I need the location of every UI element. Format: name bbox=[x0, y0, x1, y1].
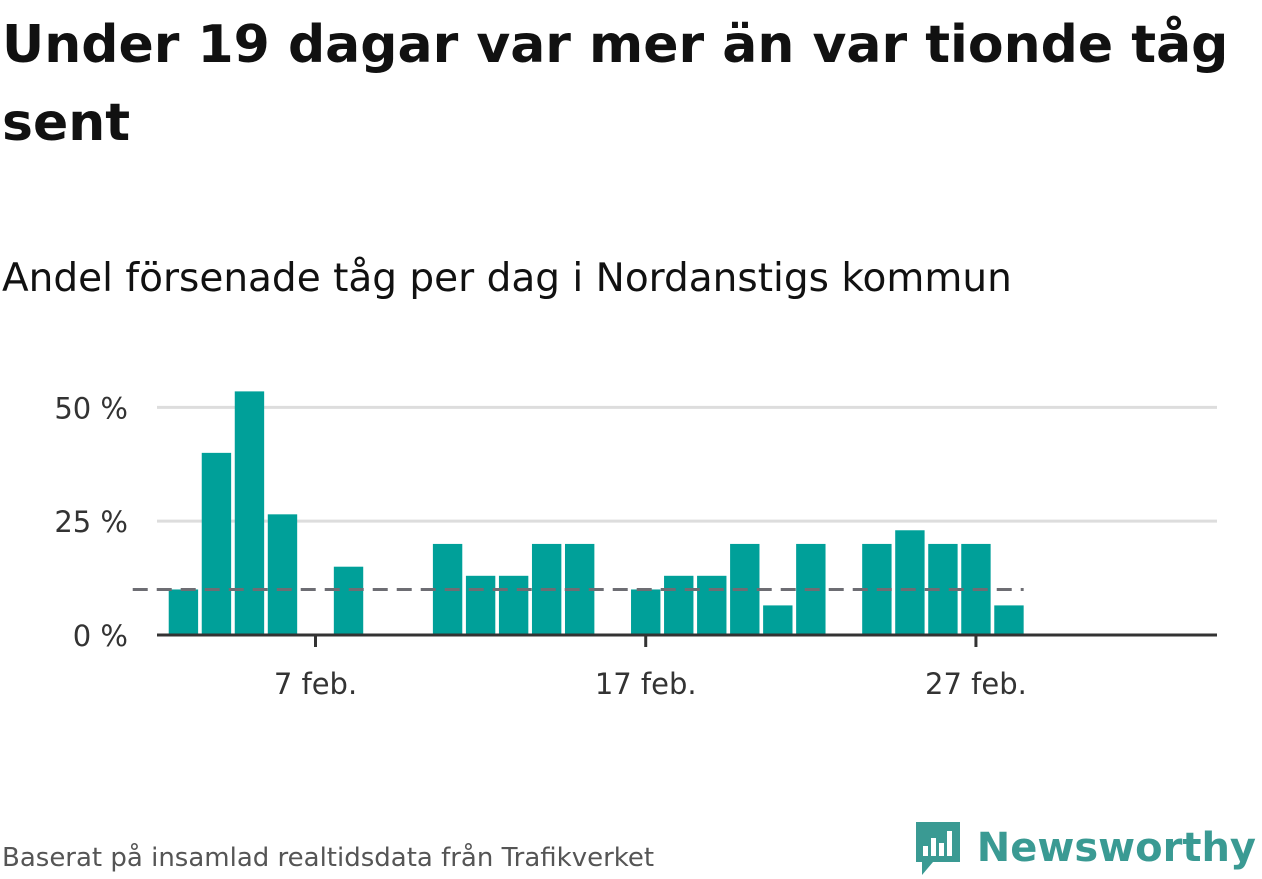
bar bbox=[267, 514, 298, 635]
bar bbox=[895, 530, 925, 635]
bar bbox=[664, 575, 694, 635]
y-tick-label: 50 % bbox=[54, 391, 128, 425]
bar bbox=[168, 589, 199, 635]
x-axis-labels: 7 feb. 17 feb. 27 feb. bbox=[274, 667, 1027, 701]
x-tick-label: 7 feb. bbox=[274, 667, 357, 701]
source-note: Baserat på insamlad realtidsdata från Tr… bbox=[2, 843, 655, 873]
brand: Newsworthy bbox=[913, 818, 1256, 878]
bar bbox=[631, 589, 661, 635]
bar bbox=[201, 452, 232, 635]
x-tick-label: 17 feb. bbox=[595, 667, 697, 701]
bar bbox=[498, 575, 529, 635]
bars bbox=[168, 391, 1024, 635]
bar bbox=[763, 605, 793, 635]
chart-title: Under 19 dagar var mer än var tionde tåg… bbox=[2, 15, 1229, 153]
grid-lines bbox=[157, 405, 1217, 523]
bar bbox=[234, 391, 265, 635]
bar bbox=[994, 605, 1024, 635]
y-tick-label: 25 % bbox=[54, 505, 128, 539]
y-axis-labels: 0 % 25 % 50 % bbox=[54, 391, 128, 653]
y-tick-label: 0 % bbox=[73, 619, 128, 653]
x-tick-label: 27 feb. bbox=[925, 667, 1027, 701]
x-axis bbox=[157, 633, 1217, 647]
bar bbox=[465, 575, 496, 635]
newsworthy-bar-chart-speech-bubble-icon bbox=[915, 822, 960, 875]
bar bbox=[333, 566, 364, 635]
bar bbox=[697, 575, 727, 635]
brand-name: Newsworthy bbox=[976, 825, 1256, 871]
chart-subtitle: Andel försenade tåg per dag i Nordanstig… bbox=[2, 256, 1012, 301]
